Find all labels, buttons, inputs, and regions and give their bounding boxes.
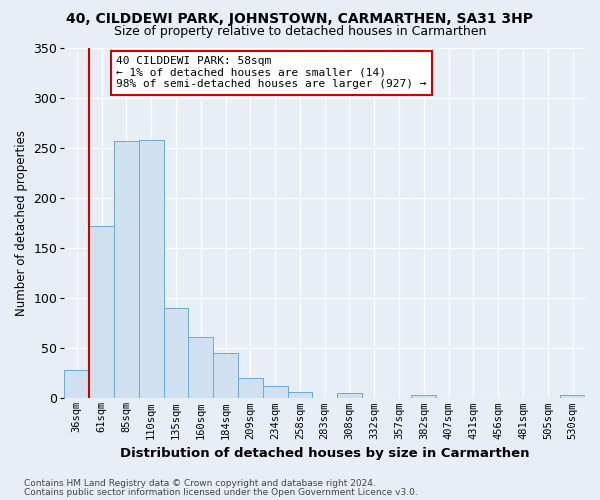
X-axis label: Distribution of detached houses by size in Carmarthen: Distribution of detached houses by size … bbox=[120, 447, 529, 460]
Bar bbox=[89, 226, 114, 398]
Text: 40, CILDDEWI PARK, JOHNSTOWN, CARMARTHEN, SA31 3HP: 40, CILDDEWI PARK, JOHNSTOWN, CARMARTHEN… bbox=[67, 12, 533, 26]
Bar bbox=[560, 396, 585, 398]
Text: 40 CILDDEWI PARK: 58sqm
← 1% of detached houses are smaller (14)
98% of semi-det: 40 CILDDEWI PARK: 58sqm ← 1% of detached… bbox=[116, 56, 427, 90]
Text: Size of property relative to detached houses in Carmarthen: Size of property relative to detached ho… bbox=[114, 25, 486, 38]
Bar bbox=[139, 140, 164, 398]
Bar bbox=[287, 392, 312, 398]
Bar bbox=[213, 354, 238, 399]
Bar bbox=[188, 337, 213, 398]
Y-axis label: Number of detached properties: Number of detached properties bbox=[15, 130, 28, 316]
Bar bbox=[238, 378, 263, 398]
Text: Contains HM Land Registry data © Crown copyright and database right 2024.: Contains HM Land Registry data © Crown c… bbox=[24, 479, 376, 488]
Text: Contains public sector information licensed under the Open Government Licence v3: Contains public sector information licen… bbox=[24, 488, 418, 497]
Bar bbox=[164, 308, 188, 398]
Bar bbox=[412, 396, 436, 398]
Bar bbox=[64, 370, 89, 398]
Bar bbox=[114, 140, 139, 398]
Bar bbox=[263, 386, 287, 398]
Bar bbox=[337, 394, 362, 398]
